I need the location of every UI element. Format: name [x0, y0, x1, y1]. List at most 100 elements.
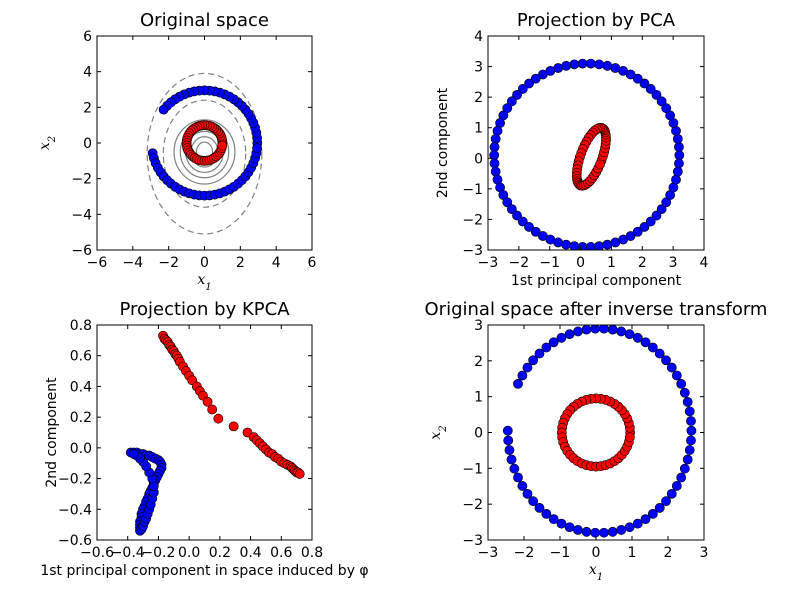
x-tick-label: 2	[638, 255, 647, 271]
y-tick-label: 0.0	[70, 441, 92, 457]
x-tick-label: 0	[592, 545, 601, 561]
y-axis-label: x2	[37, 136, 58, 150]
x-tick-label: −1	[550, 545, 571, 561]
data-point	[656, 204, 667, 215]
data-point	[517, 84, 528, 94]
data-point	[651, 89, 662, 100]
x-tick-label: −2	[514, 545, 535, 561]
chart-title: Projection by KPCA	[119, 299, 290, 320]
data-point	[607, 325, 618, 335]
x-tick-label: 0.6	[270, 545, 292, 561]
y-tick-label: 0.6	[70, 349, 92, 365]
data-point	[490, 133, 501, 144]
x-tick-label: −3	[478, 545, 499, 561]
data-point	[671, 370, 682, 381]
y-tick-label: 3	[474, 60, 483, 76]
x-axis-label: 1st principal component in space induced…	[40, 563, 368, 579]
data-point	[561, 239, 572, 250]
x-tick-label: 3	[700, 545, 709, 561]
x-tick-label: −4	[123, 255, 144, 271]
y-tick-label: −0.4	[58, 502, 92, 518]
x-tick-label: 0.0	[178, 545, 200, 561]
data-point	[661, 496, 671, 507]
data-point	[594, 59, 605, 70]
data-point	[616, 525, 627, 535]
data-point	[647, 508, 658, 519]
data-point	[504, 445, 515, 455]
x-tick-label: 3	[669, 255, 678, 271]
x-axis-label: x1	[197, 272, 211, 293]
data-point	[569, 241, 580, 250]
data-point	[489, 142, 500, 152]
x-tick-label: 4	[700, 255, 709, 271]
y-tick-label: 0	[83, 136, 92, 152]
plot-area	[489, 58, 685, 250]
data-point	[661, 103, 672, 114]
data-point	[530, 226, 541, 237]
contour-line	[162, 99, 247, 208]
data-point	[513, 379, 523, 389]
data-point	[548, 514, 559, 525]
data-point	[577, 58, 588, 69]
data-point	[647, 342, 658, 353]
x-tick-label: −3	[478, 255, 499, 271]
x-tick-label: 1	[607, 255, 616, 271]
data-point	[674, 142, 684, 152]
data-point	[517, 481, 528, 491]
x-tick-label: −0.4	[111, 545, 145, 561]
chart-title: Original space	[140, 10, 269, 31]
data-point	[594, 241, 605, 250]
data-point	[513, 472, 523, 483]
data-point	[640, 337, 651, 348]
y-tick-label: 2	[83, 100, 92, 116]
data-point	[686, 416, 696, 426]
data-point	[522, 488, 533, 499]
data-point	[684, 445, 695, 455]
data-point	[573, 326, 583, 337]
data-point	[666, 362, 677, 373]
x-tick-label: 6	[308, 255, 317, 271]
y-axis-label: 2nd component	[435, 87, 451, 198]
data-point	[672, 166, 683, 177]
data-point	[686, 425, 697, 436]
y-tick-label: 0.2	[70, 410, 92, 426]
y-tick-label: 0	[474, 426, 483, 442]
data-point	[528, 496, 539, 507]
data-point	[556, 518, 567, 529]
x-tick-label: 2	[236, 255, 245, 271]
data-point	[228, 421, 239, 432]
data-point	[624, 432, 635, 443]
data-point	[534, 502, 545, 513]
data-point	[632, 332, 643, 343]
data-point	[654, 502, 665, 513]
x-tick-label: 0.8	[301, 545, 323, 561]
data-point	[128, 449, 139, 459]
plot-area	[125, 330, 305, 536]
y-tick-label: 3	[474, 318, 483, 334]
y-tick-label: −2	[462, 212, 483, 228]
y-tick-label: 1	[474, 390, 483, 406]
data-point	[556, 332, 567, 343]
data-point	[682, 454, 693, 465]
data-point	[213, 413, 224, 424]
x-tick-label: 0.4	[239, 545, 261, 561]
data-point	[512, 89, 522, 100]
data-point	[541, 508, 552, 519]
data-point	[639, 222, 650, 232]
data-point	[645, 84, 656, 94]
data-point	[590, 527, 601, 538]
data-point	[666, 488, 677, 499]
plot-area	[146, 72, 263, 235]
data-point	[682, 397, 693, 407]
data-point	[656, 96, 667, 107]
data-point	[581, 526, 592, 537]
data-point	[624, 522, 635, 533]
x-tick-label: −0.2	[141, 545, 175, 561]
data-point	[674, 158, 684, 169]
plot-area	[502, 325, 697, 538]
contour-line	[146, 72, 263, 235]
data-point	[506, 96, 517, 107]
x-tick-label: −6	[87, 255, 108, 271]
data-point	[506, 454, 517, 465]
